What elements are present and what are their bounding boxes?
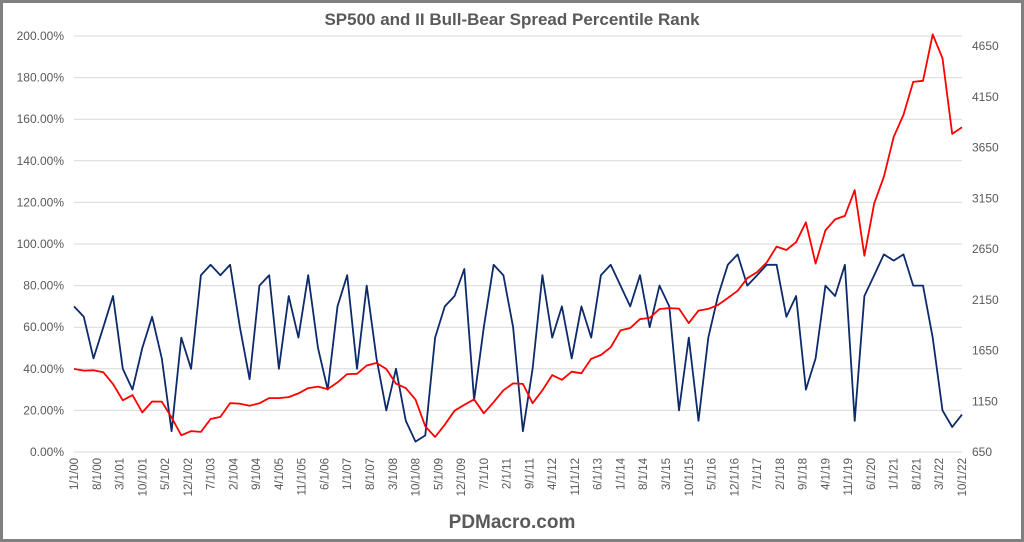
left-tick-label: 40.00% bbox=[23, 362, 64, 376]
x-tick-label: 12/1/02 bbox=[183, 458, 195, 496]
chart-title: SP500 and II Bull-Bear Spread Percentile… bbox=[324, 10, 700, 29]
x-tick-label: 11/1/05 bbox=[297, 458, 309, 496]
x-tick-label: 10/1/22 bbox=[957, 458, 969, 496]
right-tick-label: 4150 bbox=[972, 90, 999, 104]
x-tick-label: 2/1/18 bbox=[775, 458, 787, 490]
x-tick-label: 10/1/08 bbox=[411, 458, 423, 496]
x-tick-label: 6/1/13 bbox=[593, 458, 605, 490]
right-tick-label: 1650 bbox=[972, 344, 999, 358]
x-tick-label: 3/1/22 bbox=[934, 458, 946, 490]
x-tick-label: 1/1/00 bbox=[69, 458, 81, 490]
right-tick-label: 1150 bbox=[972, 394, 998, 408]
x-tick-label: 8/1/07 bbox=[365, 458, 377, 490]
x-tick-label: 5/1/16 bbox=[707, 458, 719, 490]
right-tick-label: 650 bbox=[972, 445, 992, 459]
x-tick-label: 11/1/19 bbox=[843, 458, 855, 496]
x-tick-label: 5/1/02 bbox=[160, 458, 172, 490]
x-tick-label: 9/1/11 bbox=[524, 458, 536, 489]
bull-bear-percentile-line bbox=[73, 253, 963, 443]
x-tick-label: 1/1/14 bbox=[615, 457, 627, 490]
left-tick-label: 80.00% bbox=[23, 279, 64, 293]
x-tick-label: 9/1/04 bbox=[251, 457, 263, 490]
x-tick-label: 7/1/10 bbox=[479, 458, 491, 490]
x-tick-label: 4/1/05 bbox=[274, 458, 286, 490]
left-axis-ticks: 0.00% 20.00% 40.00% 60.00% 80.00% 100.00% 120.… bbox=[17, 29, 65, 459]
x-tick-label: 7/1/17 bbox=[752, 458, 764, 490]
x-tick-label: 4/1/19 bbox=[820, 458, 832, 490]
x-tick-label: 4/1/12 bbox=[547, 458, 559, 490]
right-tick-label: 2650 bbox=[972, 242, 999, 256]
x-tick-label: 2/1/11 bbox=[502, 458, 514, 489]
x-tick-label: 8/1/21 bbox=[911, 458, 923, 490]
x-tick-label: 12/1/16 bbox=[729, 458, 741, 496]
left-tick-label: 60.00% bbox=[23, 320, 64, 334]
x-tick-label: 6/1/06 bbox=[319, 458, 331, 490]
left-tick-label: 120.00% bbox=[17, 195, 65, 209]
left-tick-label: 160.00% bbox=[17, 112, 65, 126]
x-tick-label: 3/1/15 bbox=[661, 458, 673, 490]
x-tick-label: 2/1/04 bbox=[228, 457, 240, 490]
series-lines bbox=[73, 33, 963, 443]
x-tick-label: 12/1/09 bbox=[456, 458, 468, 496]
x-tick-label: 10/1/15 bbox=[684, 458, 696, 496]
right-axis-ticks: 650 1150 1650 2150 2650 3150 3650 4150 4650 bbox=[972, 39, 999, 459]
left-tick-label: 180.00% bbox=[17, 71, 65, 85]
left-tick-label: 140.00% bbox=[17, 154, 65, 168]
x-tick-label: 1/1/21 bbox=[889, 458, 901, 490]
right-tick-label: 3650 bbox=[972, 141, 999, 155]
right-tick-label: 2150 bbox=[972, 293, 999, 307]
x-tick-label: 3/1/01 bbox=[115, 458, 127, 490]
x-tick-label: 3/1/08 bbox=[388, 458, 400, 490]
x-tick-label: 5/1/09 bbox=[433, 458, 445, 490]
x-axis-ticks: 1/1/00 8/1/00 3/1/01 10/1/01 5/1/02 12/1/02 7/… bbox=[69, 457, 969, 496]
x-tick-label: 10/1/01 bbox=[137, 458, 149, 496]
right-tick-label: 3150 bbox=[972, 191, 999, 205]
x-tick-label: 6/1/20 bbox=[866, 458, 878, 490]
x-tick-label: 11/1/12 bbox=[570, 458, 582, 496]
x-tick-label: 7/1/03 bbox=[206, 458, 218, 490]
left-tick-label: 0.00% bbox=[30, 445, 64, 459]
right-tick-label: 4650 bbox=[972, 39, 999, 53]
footer-watermark: PDMacro.com bbox=[449, 512, 576, 533]
left-tick-label: 100.00% bbox=[17, 237, 65, 251]
x-tick-label: 9/1/18 bbox=[798, 458, 810, 490]
gridlines bbox=[74, 35, 962, 453]
left-tick-label: 20.00% bbox=[23, 403, 64, 417]
sp500-line bbox=[73, 33, 963, 438]
left-tick-label: 200.00% bbox=[17, 29, 65, 43]
x-tick-label: 1/1/07 bbox=[342, 458, 354, 490]
x-tick-label: 8/1/00 bbox=[92, 458, 104, 490]
x-tick-label: 8/1/14 bbox=[638, 457, 650, 490]
